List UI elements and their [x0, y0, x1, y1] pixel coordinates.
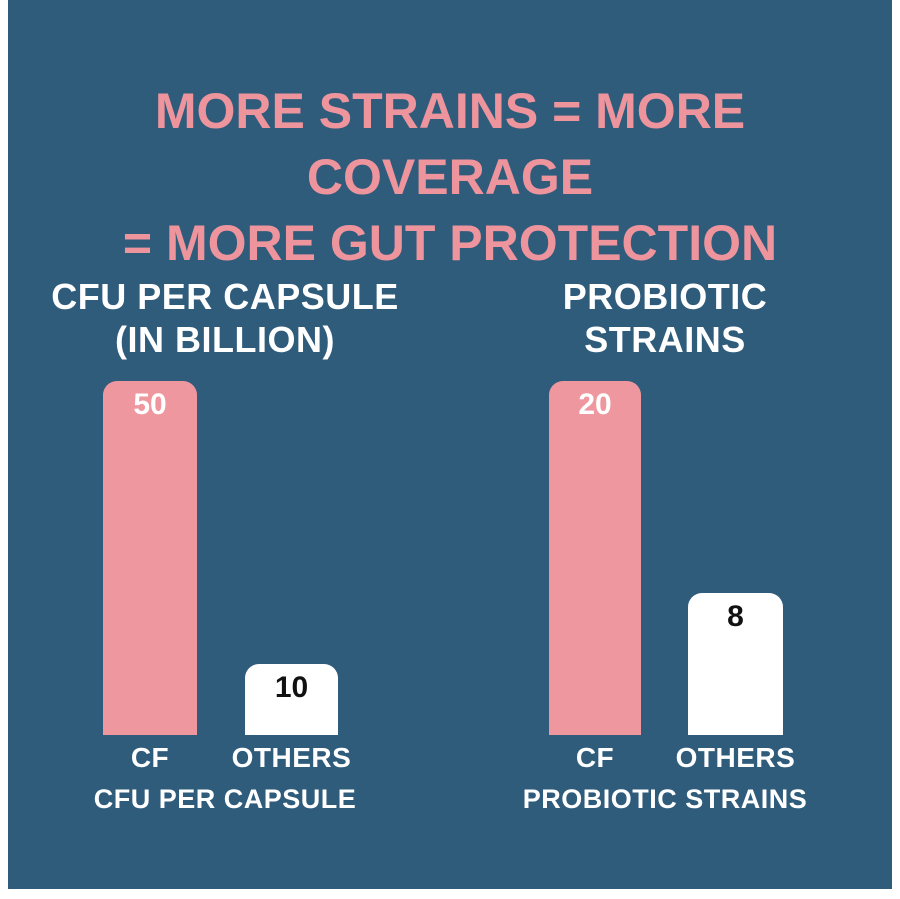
- bar-column-others: 8 OTHERS: [676, 381, 795, 773]
- chart-caption-cfu: CFU PER CAPSULE: [93, 784, 357, 814]
- bar-column-others: 10 OTHERS: [232, 381, 351, 773]
- chart-title-strains: PROBIOTIC STRAINS: [480, 275, 850, 361]
- chart-probiotic-strains: PROBIOTIC STRAINS 20 CF 8 OTHERS PROBIOT…: [480, 0, 850, 889]
- chart-title-line-1: CFU PER CAPSULE: [51, 276, 399, 317]
- bar-cf-strains: 20: [549, 381, 641, 735]
- headline-line-2: = MORE GUT PROTECTION: [122, 215, 778, 271]
- bar-others-strains: 8: [688, 593, 783, 735]
- bar-column-cf: 20 CF: [549, 381, 641, 773]
- infographic-canvas: MORE STRAINS = MORE COVERAGE = MORE GUT …: [8, 0, 892, 889]
- headline-line-1: MORE STRAINS = MORE COVERAGE: [154, 83, 746, 205]
- category-label-others: OTHERS: [231, 742, 352, 773]
- chart-cfu-per-capsule: CFU PER CAPSULE (IN BILLION) 50 CF 10 OT…: [35, 0, 415, 889]
- category-label-cf: CF: [130, 742, 170, 773]
- bar-value-label: 20: [578, 388, 612, 421]
- bar-others-cfu: 10: [245, 664, 338, 735]
- headline: MORE STRAINS = MORE COVERAGE = MORE GUT …: [8, 78, 892, 276]
- bar-cf-cfu: 50: [103, 381, 197, 735]
- category-label-cf: CF: [575, 742, 615, 773]
- bar-value-label: 10: [274, 671, 309, 704]
- bar-value-label: 8: [727, 600, 744, 633]
- category-label-others: OTHERS: [675, 742, 796, 773]
- plot-area-strains: 20 CF 8 OTHERS: [480, 381, 850, 773]
- chart-title-line-2: (IN BILLION): [115, 319, 335, 360]
- chart-title-cfu: CFU PER CAPSULE (IN BILLION): [35, 275, 415, 361]
- chart-caption-strains: PROBIOTIC STRAINS: [522, 784, 808, 814]
- plot-area-cfu: 50 CF 10 OTHERS: [35, 381, 415, 773]
- chart-title-line-1: PROBIOTIC STRAINS: [562, 276, 768, 360]
- bar-value-label: 50: [133, 388, 167, 421]
- bar-column-cf: 50 CF: [103, 381, 197, 773]
